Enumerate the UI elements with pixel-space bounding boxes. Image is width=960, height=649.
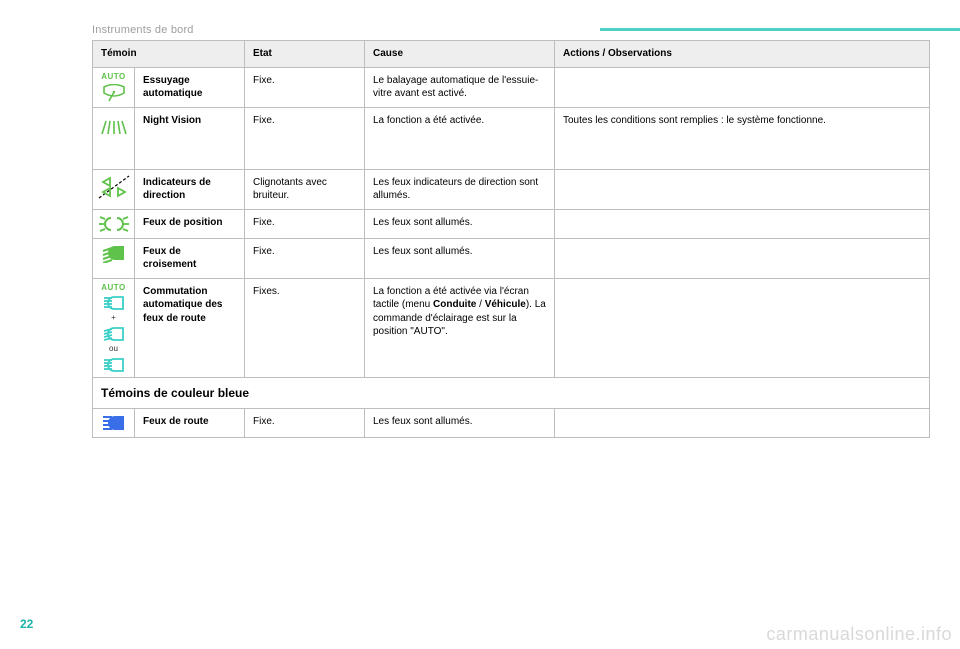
indicator-etat: Fixes. xyxy=(245,278,365,377)
low-beam-icon xyxy=(100,243,128,263)
icon-cell: AUTO xyxy=(93,67,135,107)
indicator-actions xyxy=(555,409,930,438)
indicator-cause: Les feux sont allumés. xyxy=(365,409,555,438)
high-beam-blue-icon xyxy=(100,413,128,433)
indicator-name: Feux de position xyxy=(135,209,245,238)
table-row: Indicateurs de direction Clignotants ave… xyxy=(93,169,930,209)
indicator-cause: Les feux sont allumés. xyxy=(365,209,555,238)
indicator-name: Essuyage automatique xyxy=(135,67,245,107)
indicator-name: Commutation automatique des feux de rout… xyxy=(135,278,245,377)
indicator-etat: Fixe. xyxy=(245,67,365,107)
indicator-actions xyxy=(555,209,930,238)
th-actions: Actions / Observations xyxy=(555,41,930,68)
table-header: Témoin Etat Cause Actions / Observations xyxy=(93,41,930,68)
indicator-etat: Fixe. xyxy=(245,107,365,169)
indicator-name: Night Vision xyxy=(135,107,245,169)
indicators-table: Témoin Etat Cause Actions / Observations… xyxy=(92,40,930,438)
page-number: 22 xyxy=(20,617,33,631)
auto-label: AUTO xyxy=(101,72,126,83)
table-subheading: Témoins de couleur bleue xyxy=(93,377,930,408)
header-accent-bar xyxy=(600,28,960,31)
table-row: Night Vision Fixe. La fonction a été act… xyxy=(93,107,930,169)
indicator-actions xyxy=(555,278,930,377)
th-temoin: Témoin xyxy=(93,41,245,68)
ou-label: ou xyxy=(109,344,118,355)
icon-cell: AUTO + ou xyxy=(93,278,135,377)
auto-wiper-icon xyxy=(101,84,127,102)
indicator-actions xyxy=(555,67,930,107)
auto-high-beam-icon xyxy=(101,295,127,311)
table-row: AUTO Essuyage automatique Fixe. Le balay… xyxy=(93,67,930,107)
table-row: AUTO + ou xyxy=(93,278,930,377)
turn-signals-icon xyxy=(97,174,131,200)
indicator-name: Feux de route xyxy=(135,409,245,438)
icon-cell xyxy=(93,238,135,278)
icon-cell xyxy=(93,107,135,169)
indicator-etat: Fixe. xyxy=(245,409,365,438)
low-beam-teal-icon xyxy=(101,326,127,342)
icon-cell xyxy=(93,409,135,438)
indicator-cause: Le balayage automatique de l'essuie-vitr… xyxy=(365,67,555,107)
indicator-cause: Les feux indicateurs de direction sont a… xyxy=(365,169,555,209)
indicator-name: Feux de croisement xyxy=(135,238,245,278)
icon-cell xyxy=(93,169,135,209)
plus-label: + xyxy=(111,313,116,324)
high-beam-teal-icon xyxy=(101,357,127,373)
night-vision-icon xyxy=(100,112,128,136)
indicator-cause: La fonction a été activée via l'écran ta… xyxy=(365,278,555,377)
auto-label: AUTO xyxy=(101,283,126,294)
indicator-cause: La fonction a été activée. xyxy=(365,107,555,169)
icon-cell xyxy=(93,209,135,238)
indicator-etat: Clignotants avec bruiteur. xyxy=(245,169,365,209)
table-row: Feux de route Fixe. Les feux sont allumé… xyxy=(93,409,930,438)
table-row: Feux de position Fixe. Les feux sont all… xyxy=(93,209,930,238)
indicator-etat: Fixe. xyxy=(245,209,365,238)
position-lights-icon xyxy=(99,214,129,234)
indicator-actions xyxy=(555,169,930,209)
indicator-cause: Les feux sont allumés. xyxy=(365,238,555,278)
indicator-actions: Toutes les conditions sont remplies : le… xyxy=(555,107,930,169)
table-subheading-row: Témoins de couleur bleue xyxy=(93,377,930,408)
indicator-name: Indicateurs de direction xyxy=(135,169,245,209)
th-etat: Etat xyxy=(245,41,365,68)
th-cause: Cause xyxy=(365,41,555,68)
watermark: carmanualsonline.info xyxy=(766,624,952,645)
page-content: Instruments de bord Témoin Etat Cause Ac… xyxy=(0,0,960,438)
table-row: Feux de croisement Fixe. Les feux sont a… xyxy=(93,238,930,278)
indicator-etat: Fixe. xyxy=(245,238,365,278)
indicator-actions xyxy=(555,238,930,278)
